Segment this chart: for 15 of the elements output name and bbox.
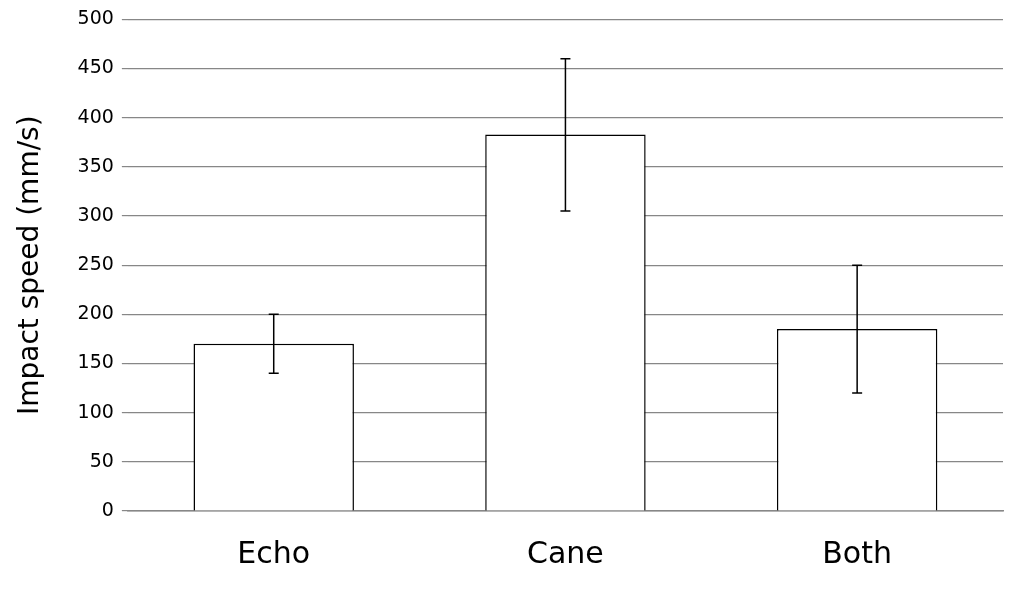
y-axis-title: Impact speed (mm/s) [12,115,46,416]
x-tick-label: Echo [237,534,311,570]
y-tick-label: 450 [77,55,114,78]
y-tick-label: 100 [77,399,114,422]
y-tick-label: 0 [101,497,114,520]
x-tick-label: Cane [527,534,604,570]
y-tick-label: 300 [77,202,114,225]
y-tick-label: 150 [77,350,114,373]
y-tick-label: 50 [89,448,114,471]
y-tick-label: 350 [77,153,114,176]
y-tick-label: 200 [77,301,114,324]
y-tick-label: 400 [77,104,114,127]
y-tick-label: 250 [77,252,114,275]
x-tick-label: Both [822,534,892,570]
y-tick-label: 500 [77,6,114,29]
